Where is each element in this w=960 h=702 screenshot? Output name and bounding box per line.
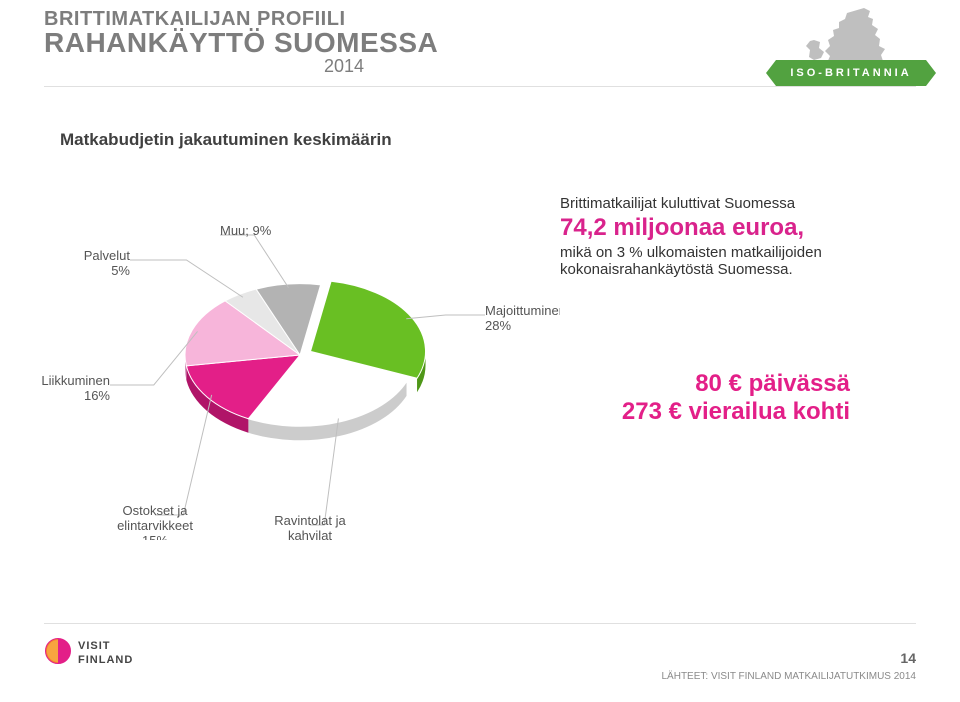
leader-line <box>155 395 212 515</box>
leader-line <box>220 235 288 288</box>
svg-text:FINLAND: FINLAND <box>78 654 133 666</box>
header-title: RAHANKÄYTTÖ SUOMESSA <box>44 27 438 59</box>
summary-line-2: mikä on 3 % ulkomaisten matkailijoiden <box>560 244 920 261</box>
slice-label: Ostokset jaelintarvikkeet15% <box>117 503 193 540</box>
summary-line-1: Brittimatkailijat kuluttivat Suomessa <box>560 195 920 212</box>
slice-label: Muu; 9% <box>220 223 272 238</box>
header-year: 2014 <box>324 56 364 77</box>
chart-title: Matkabudjetin jakautuminen keskimäärin <box>60 130 392 150</box>
page-header: BRITTIMATKAILIJAN PROFIILI RAHANKÄYTTÖ S… <box>44 8 438 59</box>
ireland-silhouette <box>806 40 824 60</box>
summary-text-block: Brittimatkailijat kuluttivat Suomessa 74… <box>560 195 920 278</box>
source-citation: LÄHTEET: VISIT FINLAND MATKAILIJATUTKIMU… <box>661 671 916 682</box>
leader-line <box>406 315 485 319</box>
country-ribbon: ISO-BRITANNIA <box>776 60 926 86</box>
summary-line-3: kokonaisrahankäytöstä Suomessa. <box>560 261 920 278</box>
slice-label: Liikkuminen16% <box>41 373 110 403</box>
pie-chart: Majoittuminen28% Ravintolat jakahvilat26%… <box>40 160 560 540</box>
leader-line <box>110 331 198 385</box>
stat-per-visit: 273 € vierailua kohti <box>560 398 850 426</box>
footer-divider <box>44 623 916 624</box>
slice-label: Palvelut5% <box>84 248 131 278</box>
per-visit-stats: 80 € päivässä 273 € vierailua kohti <box>560 370 920 426</box>
country-ribbon-label: ISO-BRITANNIA <box>776 60 926 86</box>
visit-finland-logo: VISIT FINLAND <box>44 629 154 684</box>
summary-amount: 74,2 miljoonaa euroa, <box>560 214 920 242</box>
slice-label: Majoittuminen28% <box>485 303 560 333</box>
svg-text:VISIT: VISIT <box>78 640 111 652</box>
header-divider <box>44 86 916 87</box>
leader-line <box>130 260 243 297</box>
stat-per-day: 80 € päivässä <box>560 370 850 398</box>
slice-label: Ravintolat jakahvilat26% <box>274 513 346 540</box>
page-number: 14 <box>900 650 916 666</box>
